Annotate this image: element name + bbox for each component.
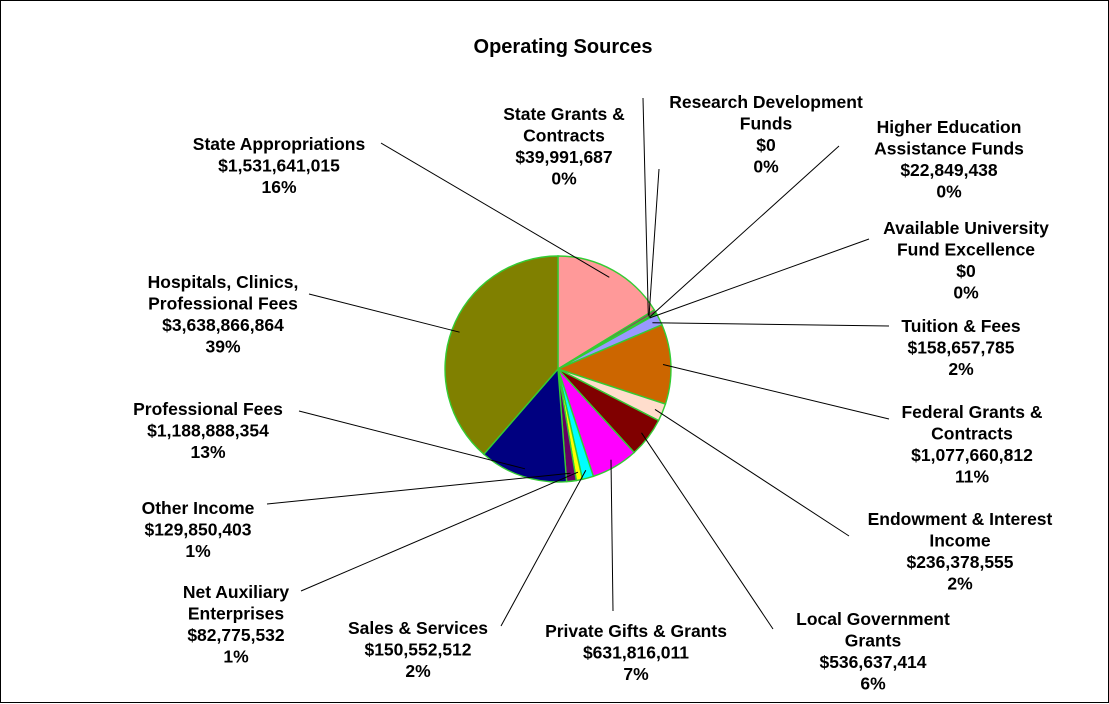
leader-line bbox=[266, 472, 571, 505]
slice-label: Hospitals, Clinics, Professional Fees $3,6… bbox=[148, 272, 299, 357]
leader-line bbox=[654, 408, 850, 537]
pie-slice bbox=[482, 367, 568, 483]
leader-line bbox=[300, 471, 579, 592]
leader-line bbox=[652, 322, 890, 327]
slice-label: State Appropriations $1,531,641,015 16% bbox=[193, 134, 366, 197]
slice-label: State Grants & Contracts $39,991,687 0% bbox=[503, 104, 625, 189]
slice-label: Research Development Funds $0 0% bbox=[669, 92, 863, 177]
slice-label: Available University Fund Excellence $0 0% bbox=[883, 218, 1049, 303]
leader-line bbox=[662, 364, 890, 420]
slice-label: Sales & Services $150,552,512 2% bbox=[348, 618, 488, 681]
slice-labels: State Appropriations $1,531,641,015 16% Sta… bbox=[133, 92, 1052, 694]
chart-title: Operating Sources bbox=[474, 36, 653, 58]
leader-line bbox=[610, 459, 614, 612]
pie-slices bbox=[444, 255, 672, 483]
leader-line bbox=[641, 432, 774, 630]
leader-line bbox=[649, 238, 870, 319]
slice-label: Endowment & Interest Income $236,378,555 2% bbox=[868, 509, 1053, 594]
leader-line bbox=[298, 410, 526, 470]
slice-label: Local Government Grants $536,637,414 6% bbox=[796, 609, 950, 694]
pie-slice bbox=[444, 255, 559, 456]
leader-line bbox=[642, 97, 649, 316]
leader-line bbox=[649, 145, 840, 318]
leader-line bbox=[648, 168, 660, 317]
slice-label: Private Gifts & Grants $631,816,011 7% bbox=[545, 621, 727, 684]
slice-label: Professional Fees $1,188,888,354 13% bbox=[133, 399, 283, 462]
leader-line bbox=[380, 142, 610, 278]
slice-label: Other Income $129,850,403 1% bbox=[142, 498, 255, 561]
slice-label: Tuition & Fees $158,657,785 2% bbox=[901, 316, 1021, 379]
slice-label: Federal Grants & Contracts $1,077,660,812 1… bbox=[901, 402, 1042, 487]
leader-lines bbox=[266, 97, 890, 630]
leader-line bbox=[308, 293, 460, 333]
slice-label: Net Auxiliary Enterprises $82,775,532 1% bbox=[183, 582, 290, 667]
pie-slice bbox=[556, 323, 672, 406]
slice-label: Higher Education Assistance Funds $22,849,… bbox=[874, 117, 1024, 202]
leader-line bbox=[500, 470, 587, 627]
